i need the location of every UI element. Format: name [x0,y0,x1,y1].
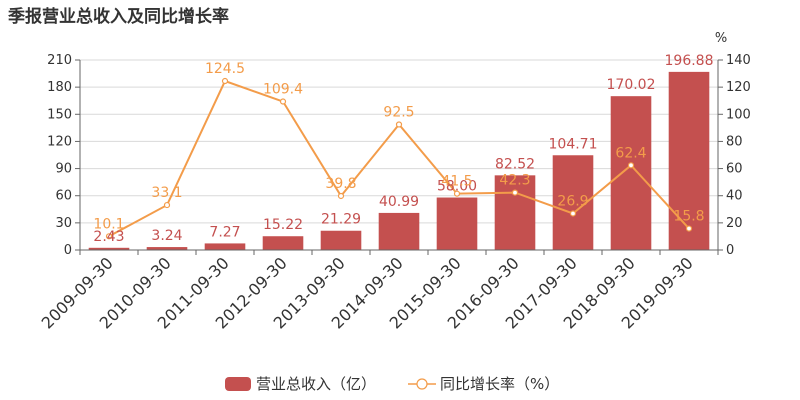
chart-title: 季报营业总收入及同比增长率 [8,7,229,27]
data-labels: 2.43 3.24 7.27 15.22 21.29 40.99 58.00 82.52 104… [93,53,713,245]
line-value-label: 92.5 [383,104,414,120]
bar-value-label: 7.27 [209,224,240,240]
y-left-tick-label: 180 [47,80,72,95]
line-point [221,77,229,85]
line-point [337,192,345,200]
legend-line-marker [416,378,428,390]
line-value-label: 109.4 [263,82,303,98]
bar-value-label: 40.99 [379,194,419,210]
bar-value-label: 21.29 [321,212,361,228]
bar-value-label: 170.02 [607,77,656,93]
legend: 营业总收入（亿） 同比增长率（%） [225,375,559,393]
line-point [163,201,171,209]
line-value-label: 33.1 [151,185,182,201]
y-right-tick-label: 100 [726,107,751,122]
line-point [395,121,403,128]
bar-value-label: 2.43 [93,229,124,245]
bar-value-label: 82.52 [495,156,535,172]
y-right-tick-label: 40 [726,189,743,204]
y-right-tick-label: 140 [726,53,751,68]
bar-value-label: 196.88 [665,53,714,69]
line-value-label: 62.4 [615,145,646,161]
bar [88,247,130,250]
line-value-label: 10.1 [93,216,124,232]
bar-value-label: 58.00 [437,179,477,195]
bar [204,243,246,250]
bar [436,197,478,250]
line-point [511,189,519,196]
line-point [569,210,577,217]
y-left-tick-label: 210 [47,53,72,68]
line-point [279,98,287,105]
bar-value-label: 3.24 [151,228,182,244]
bar-value-label: 15.22 [263,217,303,233]
legend-line-label: 同比增长率（%） [440,375,559,393]
y-left-tick-label: 150 [47,107,72,122]
line-value-label: 15.8 [673,209,704,225]
y-right-tick-label: 80 [726,134,743,149]
bar [610,96,652,250]
line-series [105,77,693,240]
bar [668,71,710,250]
bar [378,212,420,250]
line-value-label: 42.3 [499,173,530,189]
bar [146,247,188,250]
line-point [453,190,461,197]
line-value-label: 124.5 [205,61,245,77]
y-left-tick-label: 60 [55,189,72,204]
y-right-unit: % [715,31,727,46]
line-value-label: 26.9 [557,193,588,209]
legend-bar-label: 营业总收入（亿） [256,375,376,393]
y-right-tick-label: 120 [726,80,751,95]
line-point [105,233,113,240]
y-left-tick-label: 120 [47,134,72,149]
line-value-label: 41.5 [441,174,472,190]
bar-value-label: 104.71 [549,136,598,152]
y-left-tick-label: 30 [55,216,72,231]
y-left-tick-label: 90 [55,162,72,177]
line-value-label: 39.8 [325,176,356,192]
legend-bar-swatch [225,377,251,391]
y-right-tick-label: 60 [726,162,743,177]
y-right-tick-label: 0 [726,243,734,258]
y-left-tick-label: 0 [64,243,72,258]
bar [320,230,362,250]
line-point [627,162,635,169]
bar [494,175,536,250]
y-right-tick-label: 20 [726,216,743,231]
bar [262,236,304,250]
line-point [685,225,693,232]
